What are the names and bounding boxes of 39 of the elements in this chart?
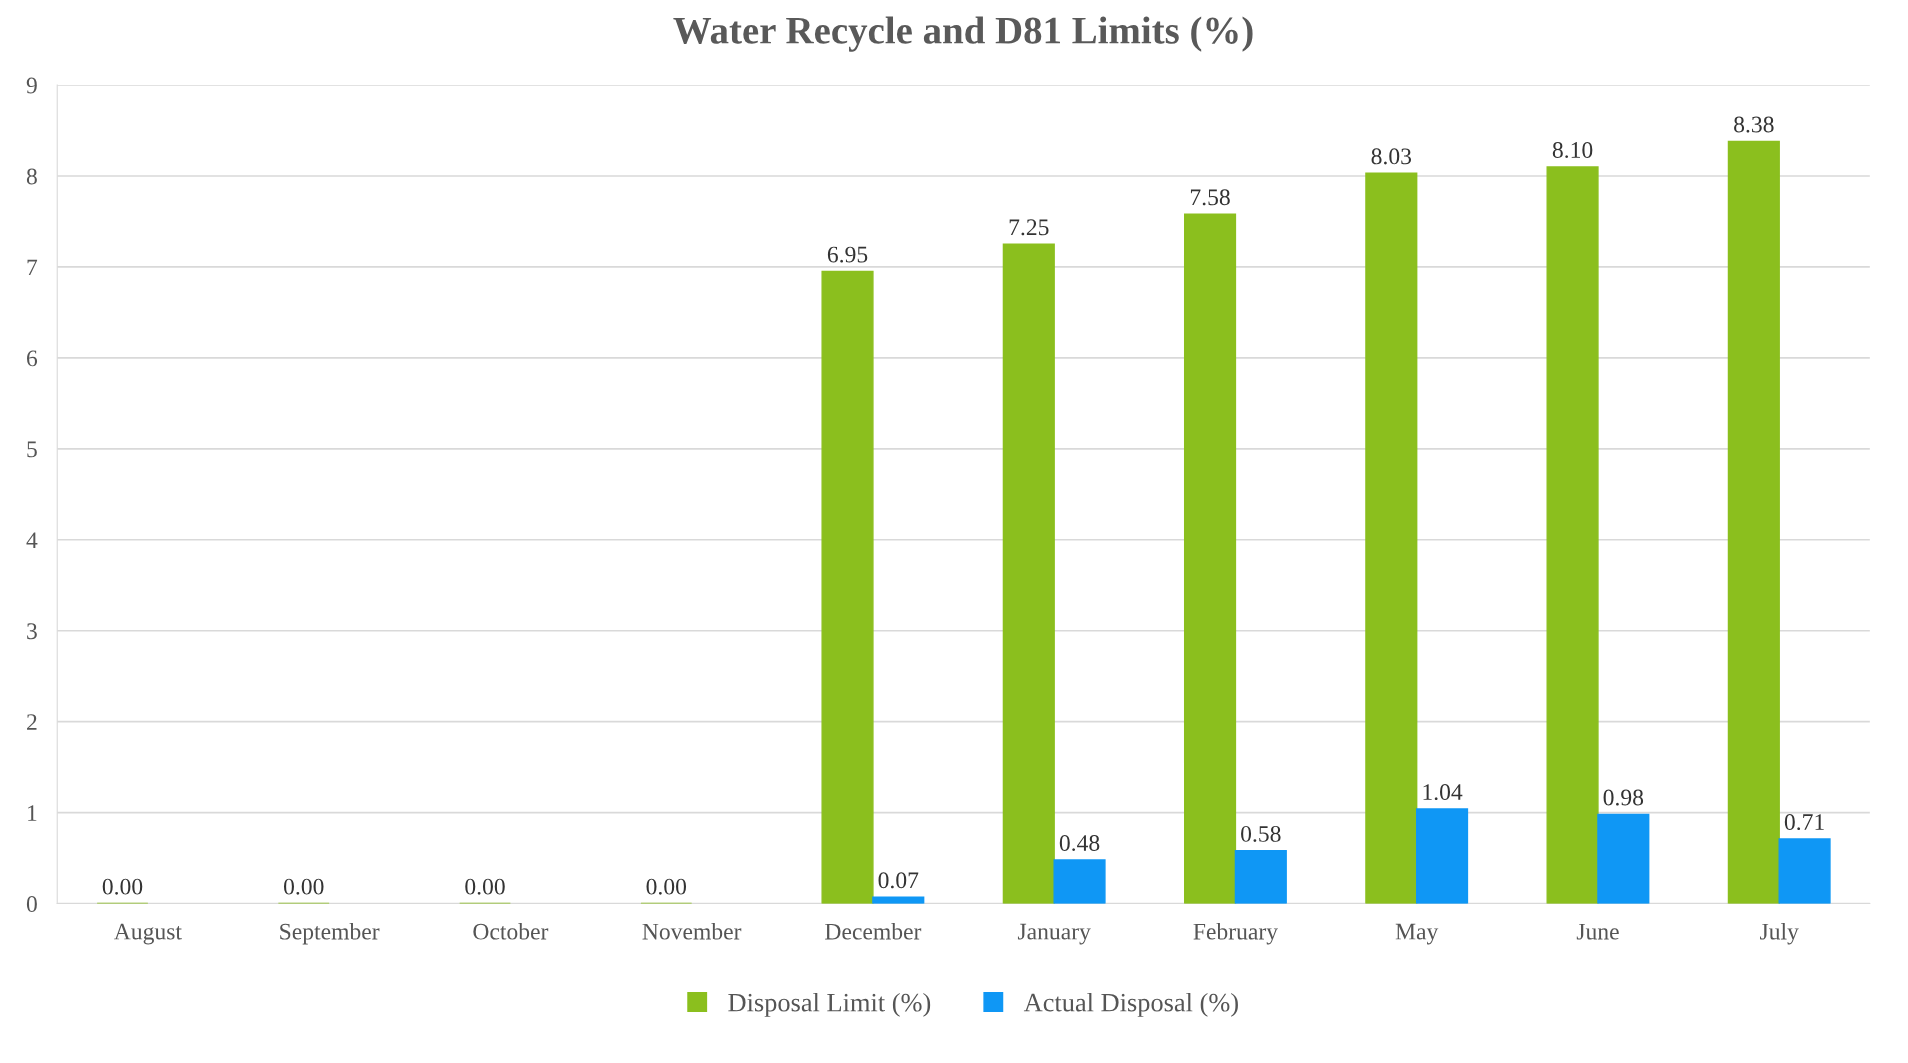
y-tick-label: 2 <box>27 714 37 730</box>
y-tick-label: 1 <box>28 805 37 821</box>
data-label: 0.58 <box>1241 825 1281 842</box>
data-label: 0.48 <box>1059 835 1100 852</box>
x-tick-label: February <box>1193 922 1278 945</box>
data-label: 7.58 <box>1190 189 1230 206</box>
x-tick-label: May <box>1395 923 1439 945</box>
y-tick-label: 3 <box>27 623 37 640</box>
data-label: 0.00 <box>465 878 505 895</box>
chart-title: Water Recycle and D81 Limits (%) <box>673 16 1253 52</box>
data-label: 0.00 <box>283 878 324 895</box>
legend-label: Actual Disposal (%) <box>1023 992 1238 1017</box>
y-tick-label: 6 <box>27 350 38 367</box>
x-tick-label: June <box>1576 923 1619 940</box>
data-label: 8.03 <box>1371 148 1412 165</box>
x-tick-label: November <box>642 922 742 940</box>
y-tick-label: 5 <box>27 441 37 458</box>
data-label: 8.10 <box>1552 141 1593 159</box>
data-label: 0.07 <box>878 872 919 889</box>
data-label: 0.00 <box>102 878 143 895</box>
data-label: 0.71 <box>1784 814 1824 831</box>
y-tick-label: 9 <box>26 77 37 94</box>
x-tick-label: October <box>473 922 549 940</box>
x-tick-label: December <box>825 922 922 940</box>
x-tick-label: August <box>113 923 182 945</box>
y-tick-label: 8 <box>26 168 37 185</box>
x-tick-label: July <box>1760 922 1799 945</box>
data-label: 0.00 <box>646 878 687 895</box>
x-tick-label: September <box>280 922 380 945</box>
data-label: 1.04 <box>1423 784 1463 801</box>
y-tick-label: 0 <box>26 896 37 912</box>
data-label: 7.25 <box>1009 219 1049 236</box>
x-tick-label: January <box>1017 923 1091 945</box>
data-label: 8.38 <box>1734 116 1774 133</box>
data-label: 6.95 <box>827 246 868 263</box>
y-tick-label: 7 <box>27 259 38 276</box>
y-tick-label: 4 <box>26 532 38 548</box>
data-label: 0.98 <box>1603 789 1644 806</box>
legend-label: Disposal Limit (%) <box>728 992 931 1017</box>
